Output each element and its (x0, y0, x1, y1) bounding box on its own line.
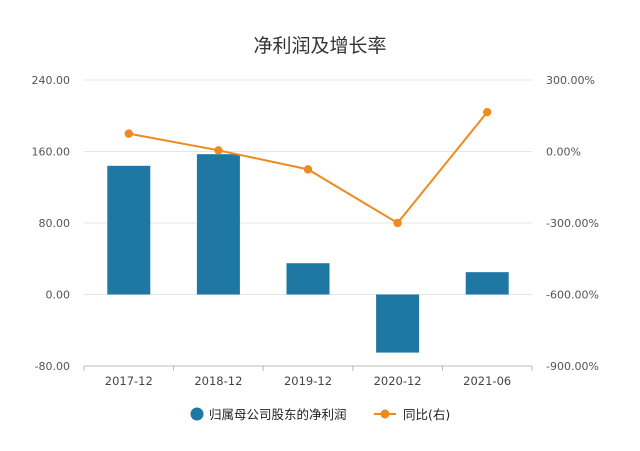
legend[interactable]: 归属母公司股东的净利润 同比(右) (190, 407, 451, 422)
left-tick-label: 240.00 (32, 74, 71, 87)
legend-bar-label[interactable]: 归属母公司股东的净利润 (209, 407, 347, 422)
right-tick-label: -600.00% (546, 289, 599, 302)
bar[interactable] (286, 263, 330, 295)
bar[interactable] (107, 165, 151, 295)
category-label: 2019-12 (284, 374, 332, 388)
right-tick-label: -900.00% (546, 360, 599, 373)
line-point[interactable] (303, 165, 313, 174)
category-label: 2020-12 (374, 374, 422, 388)
legend-line-label[interactable]: 同比(右) (403, 407, 450, 422)
bar[interactable] (376, 294, 420, 353)
legend-bar-marker[interactable] (190, 407, 204, 421)
bar[interactable] (465, 272, 509, 295)
right-tick-label: 300.00% (546, 74, 595, 87)
legend-line-point[interactable] (380, 409, 390, 419)
category-label: 2017-12 (105, 374, 153, 388)
line-point[interactable] (393, 218, 402, 228)
line-series (124, 107, 492, 228)
axes (83, 365, 533, 371)
left-tick-label: -80.00 (35, 360, 70, 373)
bar-series (107, 154, 509, 353)
line-point[interactable] (483, 107, 492, 117)
gridlines (84, 79, 532, 295)
line-point[interactable] (124, 129, 133, 138)
line-point[interactable] (214, 146, 223, 155)
chart-title: 净利润及增长率 (253, 35, 386, 57)
category-label: 2021-06 (463, 374, 511, 388)
left-tick-label: 160.00 (32, 146, 71, 159)
category-label: 2018-12 (194, 374, 242, 388)
right-tick-label: -300.00% (546, 217, 599, 230)
bar[interactable] (196, 154, 240, 295)
left-tick-label: 80.00 (39, 217, 71, 230)
right-tick-label: 0.00% (546, 146, 581, 159)
tick-labels: 240.00 160.00 80.00 0.00 -80.00 300.00% 0.00% -… (32, 74, 599, 388)
left-tick-label: 0.00 (46, 289, 71, 302)
